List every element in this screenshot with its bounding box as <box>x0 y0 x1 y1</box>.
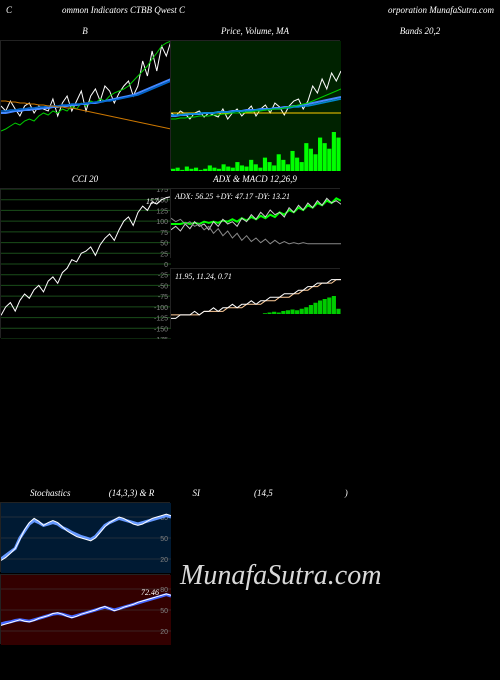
row1-charts <box>0 40 500 170</box>
header-bar: C ommon Indicators CTBB Qwest C orporati… <box>0 0 500 20</box>
row3-title: Stochastics (14,3,3) & R SI (14,5 ) <box>0 488 500 498</box>
svg-text:75: 75 <box>160 230 168 237</box>
svg-text:-25: -25 <box>158 273 168 280</box>
svg-text:20: 20 <box>160 629 168 636</box>
svg-text:125: 125 <box>156 208 168 215</box>
svg-text:11.95, 11.24, 0.71: 11.95, 11.24, 0.71 <box>175 272 232 281</box>
cci-chart: -175 -150 -125 -100 -75 -50 -25 0 25 50 75 100 125 15… <box>0 188 170 338</box>
svg-text:25: 25 <box>160 251 168 258</box>
svg-text:0: 0 <box>164 262 168 269</box>
svg-text:80: 80 <box>160 587 168 594</box>
svg-text:ADX: 56.25 +DY: 47.17 -DY: 13.: ADX: 56.25 +DY: 47.17 -DY: 13.21 <box>174 192 290 201</box>
svg-text:20: 20 <box>160 557 168 564</box>
svg-text:50: 50 <box>160 608 168 615</box>
header-right: orporation MunafaSutra.com <box>338 5 494 15</box>
row2-title-left: CCI 20 <box>0 174 170 188</box>
svg-text:50: 50 <box>160 241 168 248</box>
svg-text:100: 100 <box>156 219 168 226</box>
svg-text:150: 150 <box>156 198 168 205</box>
adx-chart: ADX: 56.25 +DY: 47.17 -DY: 13.21 <box>170 188 340 258</box>
svg-text:72.46: 72.46 <box>141 588 159 597</box>
row2-charts: -175 -150 -125 -100 -75 -50 -25 0 25 50 75 100 125 15… <box>0 188 500 338</box>
header-center: ommon Indicators CTBB Qwest C <box>12 5 338 15</box>
bollinger-chart <box>0 40 170 170</box>
row2-title-right: ADX & MACD 12,26,9 <box>170 174 340 188</box>
row1-title-right: Bands 20,2 <box>340 26 500 40</box>
row1-title-left: B <box>0 26 170 40</box>
row1-title-center: Price, Volume, MA <box>170 26 340 40</box>
svg-text:-125: -125 <box>154 316 168 323</box>
svg-text:157: 157 <box>146 197 159 206</box>
svg-text:-100: -100 <box>154 305 168 312</box>
svg-text:175: 175 <box>156 189 168 194</box>
svg-text:-75: -75 <box>158 294 168 301</box>
svg-text:-150: -150 <box>154 326 168 333</box>
rsi-chart: 20 50 8072.46 <box>0 574 170 644</box>
svg-text:-175: -175 <box>154 337 168 339</box>
macd-chart: 11.95, 11.24, 0.71 <box>170 268 340 328</box>
svg-text:-50: -50 <box>158 283 168 290</box>
row3-charts: 20 50 8020 50 8072.46 <box>0 502 500 644</box>
stochastics-chart: 205080 <box>0 502 170 572</box>
svg-text:50: 50 <box>160 536 168 543</box>
price-volume-chart <box>170 40 340 170</box>
